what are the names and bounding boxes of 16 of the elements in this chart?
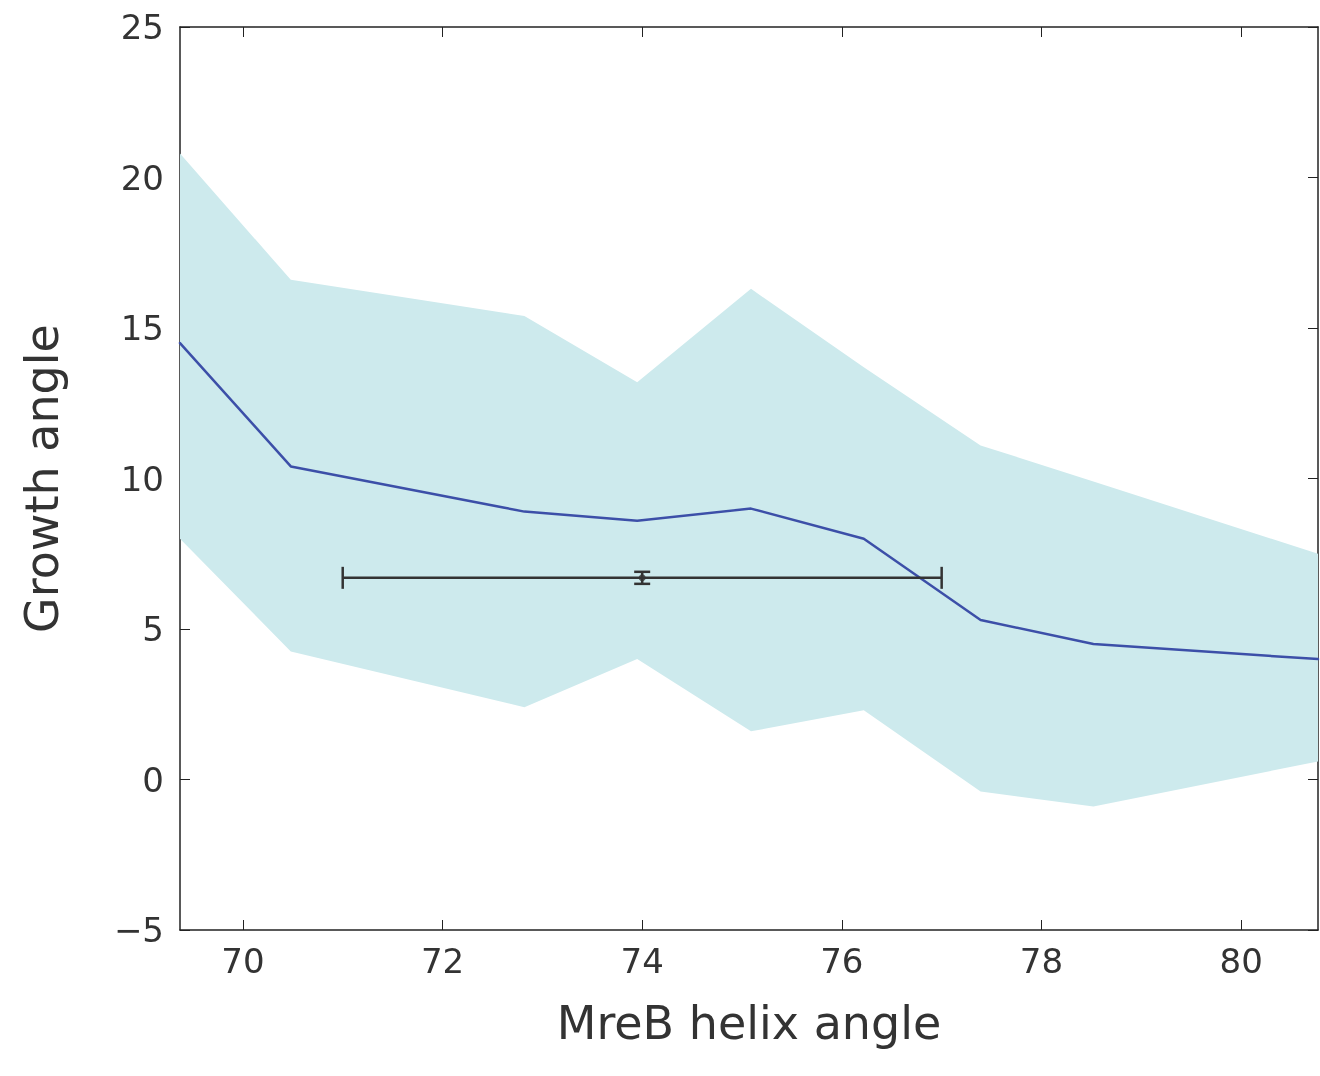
- x-axis-title: MreB helix angle: [556, 996, 942, 1050]
- y-tick-label: 20: [120, 157, 164, 198]
- y-axis-title: Growth angle: [15, 324, 69, 633]
- x-tick-label: 76: [820, 941, 864, 981]
- y-tick-label: 10: [120, 458, 164, 499]
- y-tick-label: 5: [142, 609, 164, 649]
- line-series: [178, 341, 1320, 661]
- y-tick-label: −5: [113, 910, 164, 950]
- y-tick-label: 0: [142, 759, 164, 800]
- x-tick-label: 78: [1019, 941, 1064, 981]
- x-tick-label: 80: [1219, 941, 1263, 981]
- x-tick-label: 72: [420, 941, 465, 981]
- y-tick-label: 15: [120, 308, 164, 348]
- y-tick-label: 25: [120, 7, 164, 47]
- x-tick-label: 70: [221, 941, 265, 981]
- x-tick-label: 74: [620, 941, 664, 981]
